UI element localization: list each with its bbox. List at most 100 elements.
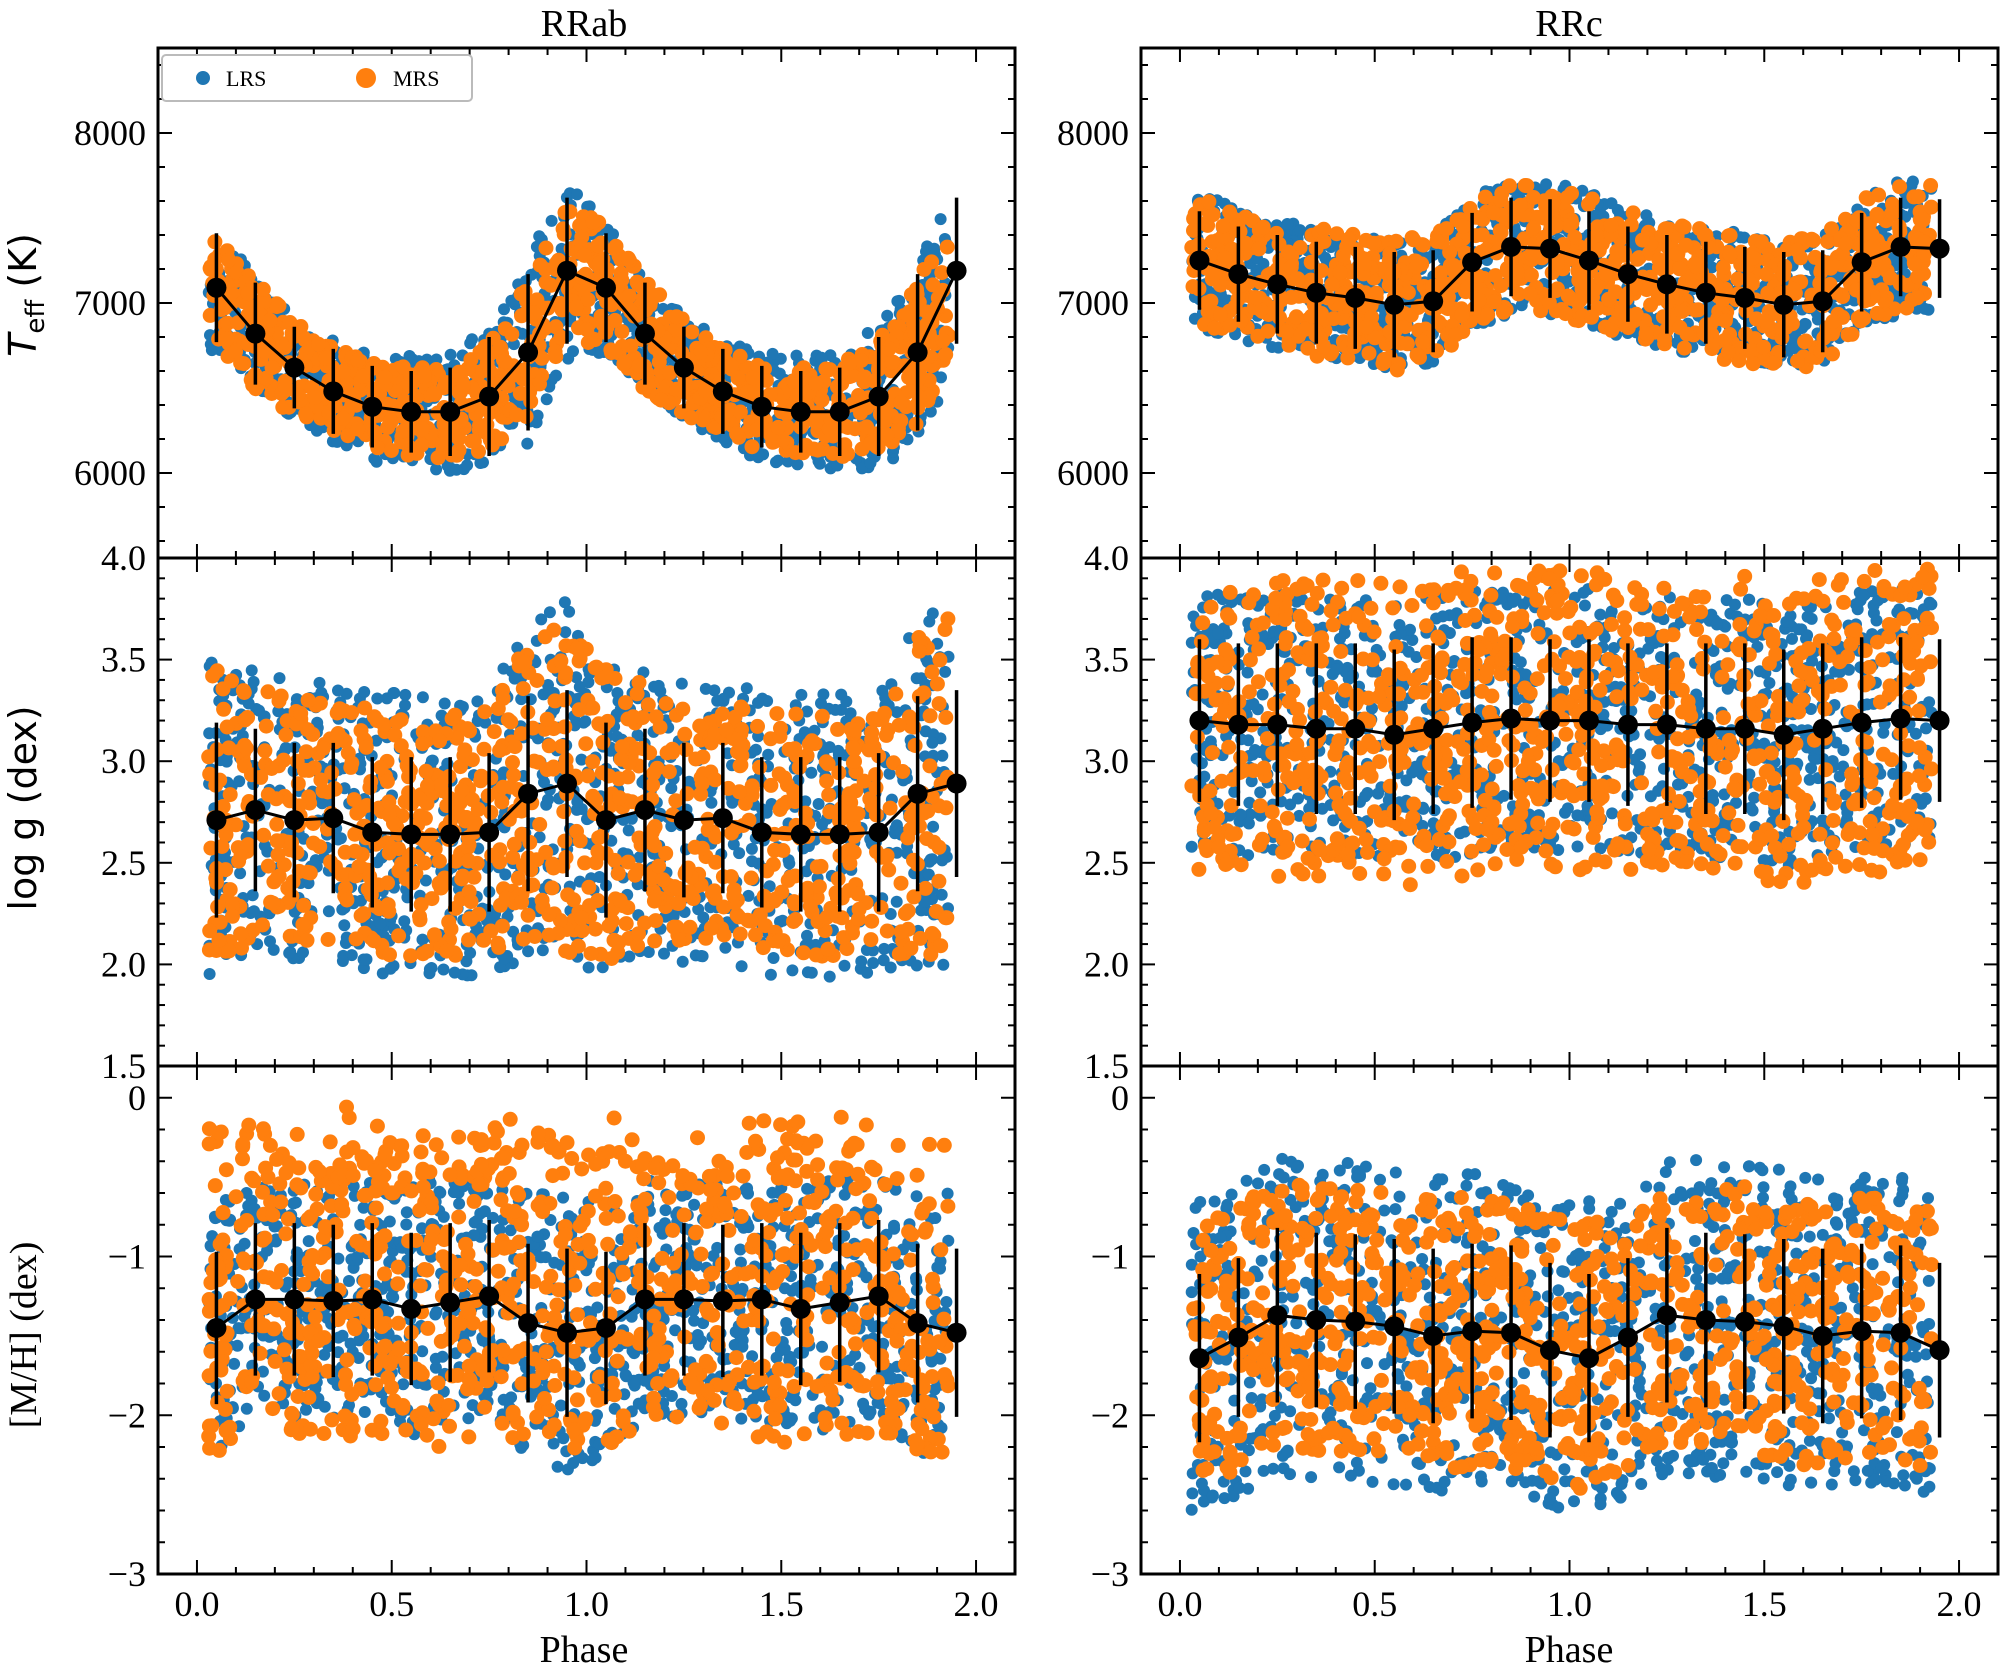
mrs-point [1698, 227, 1714, 243]
mrs-point [1823, 260, 1839, 276]
mrs-point [1384, 266, 1400, 282]
mrs-point [504, 326, 520, 342]
mrs-point [1316, 338, 1332, 354]
mrs-point [623, 304, 639, 320]
mrs-point [684, 410, 699, 426]
lrs-point [856, 462, 868, 475]
mrs-point [853, 353, 869, 368]
mean-point [1267, 274, 1288, 295]
lrs-point [727, 838, 740, 851]
mrs-point [514, 308, 529, 324]
mrs-point [1433, 265, 1449, 281]
mrs-point [1604, 322, 1620, 338]
mrs-point [1598, 266, 1614, 282]
mrs-point [548, 349, 564, 365]
mrs-point [1486, 205, 1502, 221]
lrs-point [315, 686, 328, 699]
mrs-point [557, 205, 573, 220]
mrs-point [810, 442, 826, 458]
mrs-point [1248, 290, 1264, 306]
mrs-point [640, 376, 656, 392]
mean-point [1929, 238, 1950, 259]
mrs-point [1744, 343, 1760, 358]
mean-point [362, 396, 383, 417]
lrs-point [1918, 302, 1931, 315]
lrs-point [1799, 317, 1811, 330]
mrs-point [1431, 314, 1447, 330]
mean-point [595, 277, 616, 298]
mrs-point [311, 336, 327, 352]
mrs-point [494, 431, 510, 447]
mrs-point [1674, 303, 1690, 319]
mrs-point [1916, 247, 1932, 263]
lrs-point [675, 677, 688, 690]
mrs-point [580, 292, 596, 308]
mrs-point [383, 413, 399, 429]
mrs-point [350, 421, 366, 437]
mrs-point [1678, 237, 1694, 253]
mrs-point [1628, 306, 1644, 322]
mrs-point [355, 368, 371, 384]
mrs-point [1366, 235, 1382, 251]
mrs-point [1824, 221, 1839, 237]
lrs-point [813, 457, 826, 470]
mrs-point [1512, 197, 1528, 213]
mrs-point [1475, 211, 1491, 227]
mrs-point [893, 395, 909, 410]
mrs-point [1480, 307, 1496, 323]
mrs-point [1471, 292, 1487, 308]
mrs-point [277, 379, 293, 395]
mrs-point [256, 343, 272, 359]
lrs-point [770, 456, 782, 469]
mrs-point [668, 381, 684, 397]
mrs-point [1910, 269, 1926, 285]
mrs-point [1367, 330, 1383, 346]
lrs-point [283, 947, 296, 960]
mrs-point [1280, 244, 1296, 260]
mrs-point [1858, 190, 1874, 206]
lrs-point [437, 963, 450, 976]
mrs-point [298, 406, 314, 422]
lrs-point [203, 968, 216, 980]
y-tick-label: 6000 [74, 453, 146, 493]
y-tick-label: 7000 [74, 283, 146, 323]
lrs-point [384, 962, 397, 975]
mean-point [1345, 287, 1366, 308]
mrs-point [416, 368, 432, 384]
mrs-point [1324, 276, 1340, 292]
mean-point [673, 357, 694, 378]
mrs-point [1923, 178, 1939, 193]
mrs-point [240, 285, 256, 301]
mean-point [712, 381, 733, 402]
mrs-point [1316, 221, 1332, 237]
mrs-point [651, 354, 667, 370]
mrs-point [1589, 227, 1605, 243]
column-title-rrab: RRab [541, 3, 628, 45]
mrs-point [395, 423, 411, 439]
mrs-point [1397, 319, 1413, 335]
lrs-point [926, 607, 939, 620]
lrs-point [430, 353, 443, 366]
mrs-point [1856, 287, 1871, 303]
mrs-point [1609, 243, 1625, 259]
lrs-point [370, 455, 383, 468]
lrs-point [559, 626, 572, 639]
mrs-point [614, 324, 630, 340]
lrs-point [246, 889, 259, 902]
mrs-point [1720, 344, 1736, 360]
mean-point [1773, 294, 1794, 315]
y-tick-label: 6000 [1057, 453, 1129, 493]
lrs-point [766, 347, 779, 360]
mrs-point [1415, 334, 1430, 350]
mean-point [1384, 294, 1405, 315]
mrs-point [1581, 196, 1596, 212]
mean-point [1578, 250, 1599, 271]
mrs-point [604, 297, 619, 313]
mrs-point [456, 377, 471, 393]
mrs-point [1409, 347, 1425, 363]
mrs-point [773, 404, 789, 420]
mrs-point [1368, 285, 1384, 301]
mrs-point [202, 307, 218, 323]
lrs-point [450, 463, 463, 476]
mrs-point [556, 226, 572, 242]
